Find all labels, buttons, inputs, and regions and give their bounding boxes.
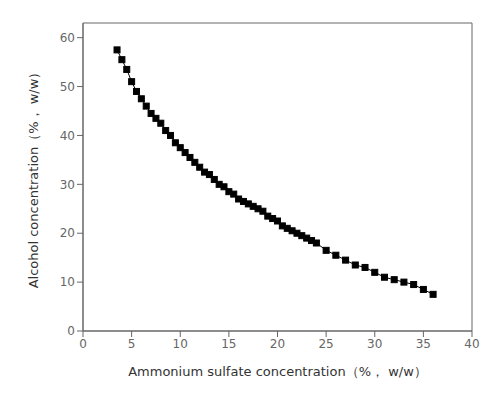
svg-text:25: 25 [318,337,333,351]
svg-text:10: 10 [60,275,75,289]
svg-text:50: 50 [60,80,75,94]
svg-text:Ammonium sulfate concentration: Ammonium sulfate concentration（%， w/w） [128,364,427,379]
svg-text:15: 15 [221,337,236,351]
svg-text:20: 20 [270,337,285,351]
svg-text:10: 10 [173,337,188,351]
svg-text:40: 40 [60,129,75,143]
svg-text:0: 0 [67,324,75,338]
svg-text:0: 0 [79,337,87,351]
svg-text:30: 30 [367,337,382,351]
svg-text:60: 60 [60,31,75,45]
svg-text:40: 40 [464,337,479,351]
svg-text:Alcohol concentration（%， w/w）: Alcohol concentration（%， w/w） [26,66,41,289]
svg-text:35: 35 [416,337,431,351]
svg-text:5: 5 [128,337,136,351]
svg-text:20: 20 [60,226,75,240]
svg-text:30: 30 [60,178,75,192]
